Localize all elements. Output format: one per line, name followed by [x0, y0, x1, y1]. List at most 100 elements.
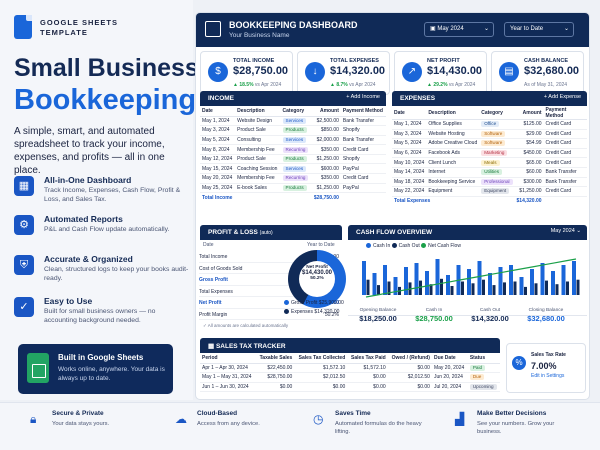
table-cell: May 6, 2024 — [392, 148, 427, 159]
table-cell: $2,012.50 — [294, 372, 348, 383]
table-row[interactable]: May 22, 2024 Equipment Equipment $1,250.00 C… — [392, 186, 587, 197]
table-cell: $0.00 — [387, 382, 432, 393]
cashflow-title: CASH FLOW OVERVIEW — [356, 229, 433, 236]
table-row[interactable]: May 10, 2024 Client Lunch Meals $65.00 Credi… — [392, 157, 587, 168]
col-header: Owed / (Refund) — [387, 354, 432, 364]
cash-out-bar — [377, 285, 380, 295]
period-select[interactable]: Year to Date ⌄ — [504, 22, 574, 37]
cf-closing: Closing Balance $32,680.00 — [527, 308, 565, 323]
cashflow-period-select[interactable]: May 2024 ⌄ — [550, 228, 581, 234]
table-cell: Recurring — [280, 173, 312, 184]
table-row[interactable]: May 20, 2024 Membership Fee Recurring $350.… — [200, 173, 386, 184]
table-row[interactable]: Apr 1 – Apr 30, 2024 $22,450.00 $1,572.10 $… — [200, 363, 500, 374]
shield-icon: ⛨ — [14, 255, 34, 275]
table-row[interactable]: Jun 1 – Jun 30, 2024 $0.00 $0.00 $0.00 $0.00… — [200, 382, 500, 393]
table-cell: Credit Card — [340, 144, 386, 155]
table-row[interactable]: May 5, 2024 Consulting Services $2,000.00 Ba… — [200, 135, 386, 146]
table-cell: Software — [479, 138, 515, 149]
table-cell: Equipment — [426, 186, 480, 197]
table-row[interactable]: May 3, 2024 Product Sale Products $850.00 Sh… — [200, 125, 386, 136]
cash-in-bar — [383, 265, 387, 295]
table-row[interactable]: May 1, 2024 Office Supplies Office $125.00 C… — [392, 119, 587, 130]
edit-settings-link[interactable]: Edit in Settings — [531, 373, 565, 379]
cash-in-bar — [498, 267, 503, 295]
dashboard-title: BOOKKEEPING DASHBOARD — [229, 20, 358, 30]
category-tag: Services — [282, 165, 307, 172]
cash-in-bar — [519, 277, 524, 295]
table-cell: Jun 20, 2024 — [431, 372, 468, 383]
add-income-button[interactable]: + Add Income — [346, 94, 380, 100]
total-row: Total Income $28,750.00 — [202, 194, 339, 201]
table-row[interactable]: May 8, 2024 Membership Fee Recurring $350.0… — [200, 144, 386, 155]
check-icon: ✓ — [14, 297, 34, 317]
chevron-down-icon: ⌄ — [563, 26, 569, 32]
pl-col-head: Date — [203, 242, 214, 248]
feature-title: Easy to Use — [44, 296, 93, 306]
clock-icon: ◷ — [313, 412, 324, 426]
feature-title: All-in-One Dashboard — [44, 175, 132, 185]
cash-in-bar — [362, 261, 366, 295]
income-table: Date Description Category Amount Payment Met… — [200, 107, 386, 202]
category-tag: Recurring — [282, 146, 309, 153]
cashflow-header: CASH FLOW OVERVIEW May 2024 ⌄ — [348, 225, 587, 240]
table-cell: $22,450.00 — [255, 363, 295, 374]
table-row[interactable]: May 15, 2024 Coaching Session Services $600… — [200, 163, 386, 175]
table-cell: Shopify — [340, 154, 386, 165]
cash-in-bar — [530, 269, 534, 295]
table-cell: $350.00 — [311, 173, 341, 184]
table-cell: Credit Card — [340, 173, 386, 184]
grid-icon: ▦ — [14, 176, 34, 196]
brand-tag-line1: GOOGLE SHEETS — [40, 18, 119, 27]
table-row[interactable]: May 12, 2024 Product Sale Products $1,250.0… — [200, 154, 386, 165]
table-row[interactable]: May 1, 2024 Website Design Services $2,500.… — [200, 116, 386, 127]
table-cell: Upcoming — [467, 382, 500, 393]
cf-opening: Opening Balance $18,250.00 — [359, 308, 397, 323]
table-row[interactable]: May 5, 2024 Adobe Creative Cloud Software $… — [392, 138, 587, 149]
table-row[interactable]: May 1 – May 31, 2024 $28,750.00 $2,012.50 $… — [200, 372, 500, 383]
table-row[interactable]: May 6, 2024 Facebook Ads Marketing $450.00 C… — [392, 148, 587, 159]
table-cell: Products — [280, 154, 312, 165]
add-expense-button[interactable]: + Add Expense — [543, 94, 581, 100]
table-row[interactable]: May 25, 2024 E-book Sales Products $1,250.0… — [200, 183, 386, 194]
col-header: Amount — [311, 107, 341, 117]
table-cell: Product Sale — [235, 154, 281, 165]
table-cell: $1,250.00 — [514, 186, 544, 197]
col-header: Sales Tax Collected — [294, 354, 348, 364]
cash-out-bar — [492, 285, 496, 295]
table-cell: Credit Card — [543, 129, 587, 140]
kpi-label: NET PROFIT — [427, 58, 460, 64]
sheets-box-title: Built in Google Sheets — [58, 353, 144, 362]
table-cell: May 1 – May 31, 2024 — [200, 372, 256, 383]
cash-out-bar — [513, 281, 517, 295]
kpi-label: TOTAL EXPENSES — [330, 58, 379, 64]
table-cell: Client Lunch — [426, 157, 480, 168]
table-row[interactable]: May 14, 2024 Internet Utilities $60.00 Bank … — [392, 167, 587, 178]
category-tag: Paid — [469, 364, 486, 371]
table-cell: May 12, 2024 — [200, 154, 236, 165]
table-cell: Services — [280, 163, 312, 175]
table-row[interactable]: May 3, 2024 Website Hosting Software $29.00… — [392, 129, 587, 140]
col-header: Category — [280, 107, 312, 117]
table-cell: Website Hosting — [426, 129, 480, 140]
feature-title: Accurate & Organized — [44, 254, 133, 264]
table-row[interactable]: May 18, 2024 Bookkeeping Service Professio… — [392, 177, 587, 188]
col-header: Payment Method — [543, 107, 587, 120]
tax-rate-card: % Sales Tax Rate 7.00% Edit in Settings — [506, 343, 586, 393]
category-tag: Recurring — [282, 175, 309, 182]
table-cell: Bookkeeping Service — [426, 177, 480, 188]
table-cell: $54.99 — [514, 138, 544, 149]
table-cell: $0.00 — [387, 363, 432, 374]
month-select[interactable]: ▣ May 2024 ⌄ — [424, 22, 494, 37]
wallet-icon: ▤ — [499, 62, 519, 82]
col-header: Date — [200, 107, 236, 117]
spreadsheet-logo-icon — [14, 15, 32, 39]
pl-header: PROFIT & LOSS (auto) — [200, 225, 342, 240]
income-title: INCOME — [208, 95, 234, 102]
kpi-total-income: $ TOTAL INCOME $28,750.00 ▲ 18.5% vs Apr 20… — [200, 51, 293, 95]
sheets-icon — [27, 353, 49, 383]
cash-in-bar — [551, 271, 555, 295]
table-cell: Credit Card — [543, 186, 587, 197]
cash-in-bar — [509, 265, 513, 295]
table-cell: May 1, 2024 — [392, 119, 427, 130]
bottom-desc: Automated formulas do the heavy lifting. — [335, 421, 422, 435]
